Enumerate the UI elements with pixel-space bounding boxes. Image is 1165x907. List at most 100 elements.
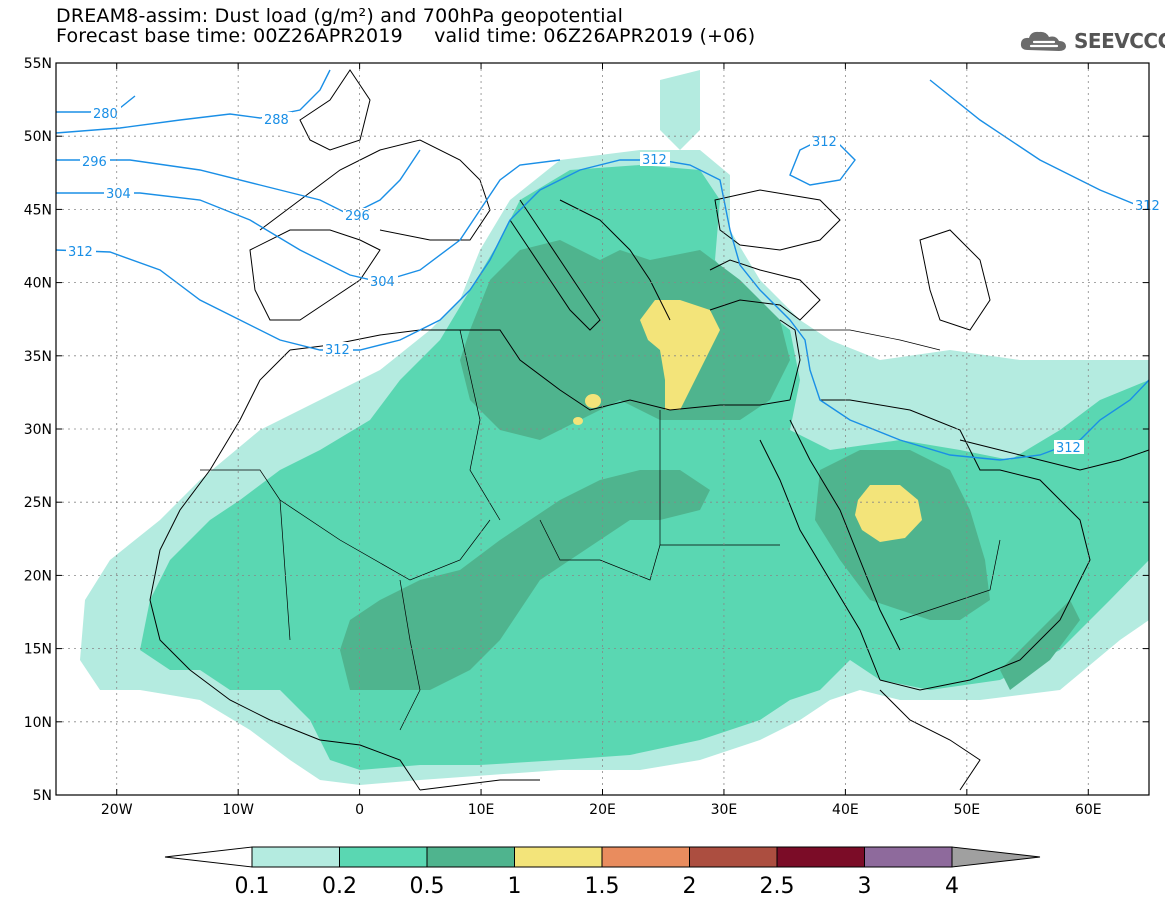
contour-label: 280 xyxy=(93,107,118,122)
lat-tick-label: 20N xyxy=(24,568,52,584)
contour-312-west xyxy=(56,159,1149,461)
coast-west-africa xyxy=(149,349,421,791)
coast-iberia xyxy=(249,229,381,321)
coast-black-sea xyxy=(714,189,841,251)
border-iraq-iran xyxy=(800,329,941,351)
dust-field xyxy=(80,70,1149,785)
coast-levant xyxy=(779,319,801,401)
border-libya-egypt xyxy=(659,410,780,546)
colorbar-tick-label: 0.5 xyxy=(410,874,445,899)
lat-tick-label: 15N xyxy=(24,642,52,658)
colorbar-swatch xyxy=(251,846,340,868)
colorbar-tick-label: 3 xyxy=(858,874,872,899)
colorbar-tick-label: 0.1 xyxy=(235,874,270,899)
colorbar-over-triangle xyxy=(951,846,1041,868)
colorbar-under-triangle xyxy=(164,846,253,868)
contour-label: 296 xyxy=(345,209,370,224)
coast-arabia xyxy=(820,399,1091,691)
colorbar-swatch xyxy=(601,846,690,868)
colorbar-tick-label: 4 xyxy=(945,874,959,899)
coast-britain xyxy=(299,69,371,151)
coast-italy xyxy=(509,199,601,331)
colorbar-swatch xyxy=(864,846,953,868)
coast-balkans xyxy=(559,199,671,321)
lon-tick-label: 0 xyxy=(355,802,364,818)
border-mauritania xyxy=(200,469,291,641)
colorbar-swatch xyxy=(776,846,865,868)
coast-north-africa xyxy=(289,329,791,411)
lat-axis: 55N 50N 45N 40N 35N 30N 25N 20N 15N 10N 5N xyxy=(24,56,1149,804)
colorbar-tick-label: 2 xyxy=(683,874,697,899)
coast-caspian xyxy=(919,229,991,331)
map-title-line1: DREAM8-assim: Dust load (g/m²) and 700hP… xyxy=(56,5,624,27)
colorbar: 0.1 0.2 0.5 1 1.5 2 2.5 3 4 xyxy=(164,846,1041,899)
lat-tick-label: 25N xyxy=(24,495,52,511)
colorbar-tick-label: 0.2 xyxy=(322,874,357,899)
lat-tick-label: 50N xyxy=(24,129,52,145)
lon-tick-label: 40E xyxy=(832,802,859,818)
lon-tick-label: 10W xyxy=(222,802,254,818)
dust-level-0.5-med xyxy=(460,240,790,440)
dust-max-libya-2 xyxy=(573,417,583,425)
lat-tick-label: 5N xyxy=(33,788,52,804)
lon-tick-label: 20E xyxy=(589,802,616,818)
lat-tick-label: 55N xyxy=(24,56,52,72)
dust-max-aegean xyxy=(640,300,720,410)
contour-label: 312 xyxy=(1056,441,1081,456)
lon-tick-label: 50E xyxy=(953,802,980,818)
contour-label: 312 xyxy=(68,245,93,260)
seevccc-logo: SEEVCCC xyxy=(1018,28,1165,54)
contour-label: 312 xyxy=(325,343,350,358)
coast-red-sea xyxy=(759,419,901,681)
border-niger-nigeria xyxy=(399,579,421,731)
colorbar-swatch xyxy=(426,846,515,868)
contour-labels: 280 288 296 304 312 296 304 312 312 312 … xyxy=(66,106,1160,456)
border-algeria-libya xyxy=(459,329,501,521)
dust-max-libya-1 xyxy=(585,394,601,408)
dust-level-0.1-north xyxy=(660,70,700,150)
contour-label: 312 xyxy=(812,135,837,150)
lon-tick-label: 20W xyxy=(101,802,133,818)
lat-tick-label: 10N xyxy=(24,715,52,731)
colorbar-tick-label: 2.5 xyxy=(760,874,795,899)
colorbar-tick-label: 1 xyxy=(508,874,522,899)
lon-tick-label: 30E xyxy=(711,802,738,818)
contour-label: 312 xyxy=(642,153,667,168)
coast-horn-of-africa xyxy=(879,689,981,791)
dust-level-0.2 xyxy=(140,165,1149,770)
colorbar-swatch xyxy=(689,846,778,868)
logo-text: SEEVCCC xyxy=(1074,29,1165,53)
lon-tick-label: 10E xyxy=(468,802,495,818)
dust-level-0.5-africa xyxy=(340,470,710,690)
border-arabia xyxy=(899,539,1001,621)
lat-tick-label: 35N xyxy=(24,349,52,365)
coast-gulf-of-guinea xyxy=(419,779,540,791)
cloud-icon xyxy=(1020,31,1066,51)
contour-label: 304 xyxy=(370,275,395,290)
contour-label: 304 xyxy=(106,187,131,202)
lon-axis: 20W 10W 0 10E 20E 30E 40E 50E 60E xyxy=(101,63,1102,818)
contour-label: 296 xyxy=(82,155,107,170)
contour-312-ne xyxy=(929,79,1149,211)
dust-max-arabia xyxy=(855,485,922,542)
contour-label: 312 xyxy=(1135,199,1160,214)
contour-288 xyxy=(56,69,331,134)
contour-296 xyxy=(56,149,421,216)
grid-lines xyxy=(56,63,1149,795)
lat-tick-label: 45N xyxy=(24,202,52,218)
lon-tick-label: 60E xyxy=(1075,802,1102,818)
lat-tick-label: 40N xyxy=(24,276,52,292)
border-sudan-chad xyxy=(539,519,661,581)
contour-label: 288 xyxy=(264,113,289,128)
colorbar-tick-label: 1.5 xyxy=(585,874,620,899)
country-borders xyxy=(200,329,1001,731)
colorbar-swatch xyxy=(514,846,603,868)
border-algeria-mali xyxy=(279,499,491,581)
coast-france xyxy=(259,139,491,241)
lat-tick-label: 30N xyxy=(24,422,52,438)
coast-persian-gulf xyxy=(959,439,1149,471)
colorbar-swatch xyxy=(339,846,428,868)
dust-level-0.5-yemen xyxy=(1000,600,1080,690)
map-title-line2: Forecast base time: 00Z26APR2019 valid t… xyxy=(56,25,756,47)
